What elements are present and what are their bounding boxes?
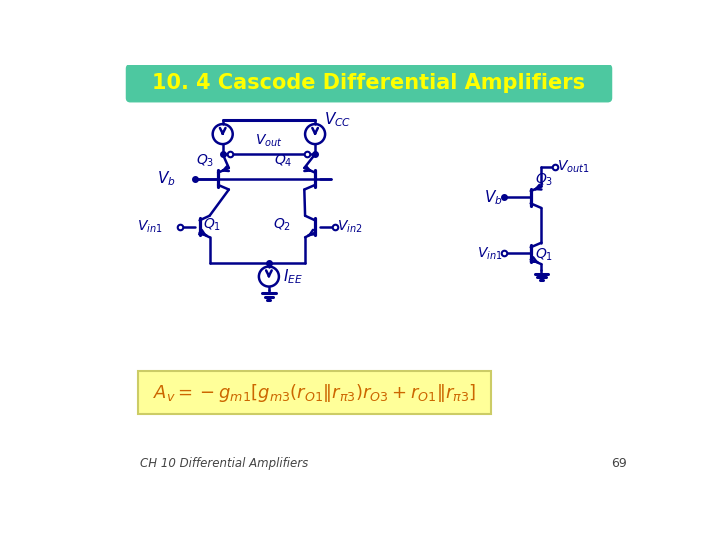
Text: $A_v = -g_{m1}\left[g_{m3}\left(r_{O1}\Vert r_{\pi 3}\right)r_{O3} + r_{O1}\Vert: $A_v = -g_{m1}\left[g_{m3}\left(r_{O1}\V… [153,382,476,404]
Text: $V_{in2}$: $V_{in2}$ [337,218,362,235]
Text: $V_{CC}$: $V_{CC}$ [324,110,351,129]
Text: $Q_1$: $Q_1$ [204,217,222,233]
FancyBboxPatch shape [127,65,611,102]
Text: $Q_4$: $Q_4$ [274,152,292,168]
Text: $V_{out1}$: $V_{out1}$ [557,159,590,176]
Text: $V_{in1}$: $V_{in1}$ [477,245,503,262]
Text: CH 10 Differential Amplifiers: CH 10 Differential Amplifiers [140,457,307,470]
Text: $V_{in1}$: $V_{in1}$ [137,218,163,235]
Text: $Q_2$: $Q_2$ [273,217,291,233]
Text: $Q_3$: $Q_3$ [196,152,215,168]
Text: $Q_1$: $Q_1$ [534,247,553,263]
Text: $V_{out}$: $V_{out}$ [255,132,283,149]
FancyBboxPatch shape [138,372,492,414]
Text: 10. 4 Cascode Differential Amplifiers: 10. 4 Cascode Differential Amplifiers [153,73,585,93]
Text: $I_{EE}$: $I_{EE}$ [283,267,302,286]
Text: $V_b$: $V_b$ [484,188,503,207]
Text: 69: 69 [611,457,627,470]
Text: $Q_3$: $Q_3$ [534,172,553,188]
Text: $V_b$: $V_b$ [157,170,176,188]
